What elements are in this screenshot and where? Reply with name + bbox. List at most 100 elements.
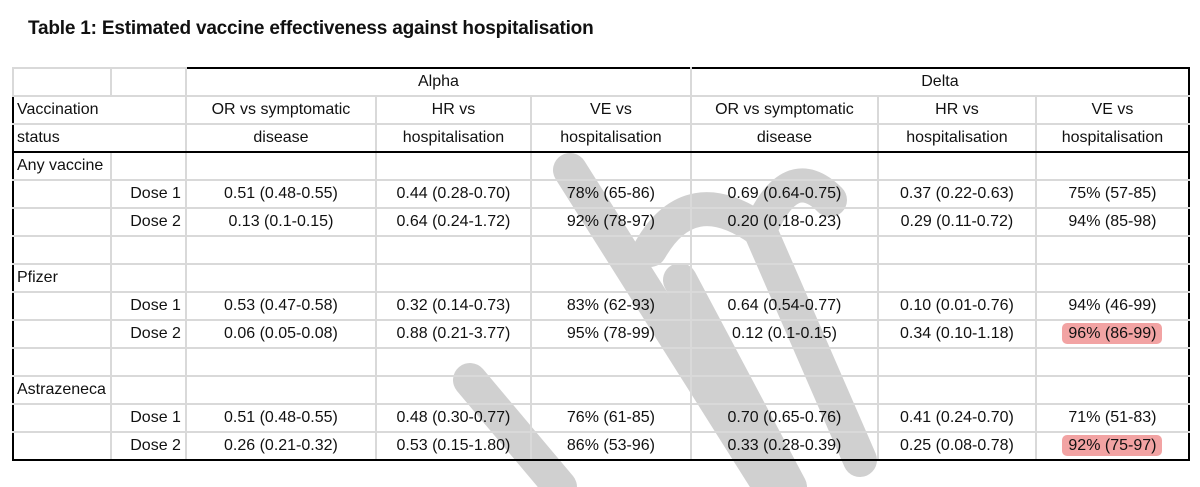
value-cell: 0.25 (0.08-0.78) (876, 431, 1037, 461)
dose-label: Dose 1 (109, 291, 187, 321)
column-header: hospitalisation (529, 123, 692, 153)
column-header: VE vs (1034, 95, 1190, 125)
value-cell: 0.51 (0.48-0.55) (184, 403, 377, 433)
empty-cell (876, 151, 1037, 181)
empty-cell (374, 235, 532, 265)
empty-cell (184, 263, 377, 293)
vaccination-status-header: status (12, 123, 187, 153)
value-cell: 0.34 (0.10-1.18) (876, 319, 1037, 349)
empty-cell (1034, 375, 1190, 405)
empty-cell (12, 347, 112, 377)
empty-cell (184, 347, 377, 377)
empty-cell (529, 375, 692, 405)
empty-cell (374, 263, 532, 293)
empty-cell (184, 151, 377, 181)
vaccine-name: Pfizer (12, 263, 112, 293)
empty-cell (184, 235, 377, 265)
variant-delta-header: Delta (689, 67, 1190, 97)
value-cell: 94% (46-99) (1034, 291, 1190, 321)
dose-label: Dose 1 (109, 179, 187, 209)
empty-cell (109, 235, 187, 265)
group-row: Any vaccine (12, 151, 1190, 181)
value-cell: 0.70 (0.65-0.76) (689, 403, 879, 433)
value-cell: 0.32 (0.14-0.73) (374, 291, 532, 321)
table-row: Dose 1 0.53 (0.47-0.58) 0.32 (0.14-0.73) 83… (12, 291, 1190, 321)
value-cell: 76% (61-85) (529, 403, 692, 433)
empty-cell (689, 151, 879, 181)
empty-cell (12, 403, 112, 433)
empty-cell (374, 151, 532, 181)
column-header: hospitalisation (876, 123, 1037, 153)
value-cell: 0.29 (0.11-0.72) (876, 207, 1037, 237)
empty-cell (529, 347, 692, 377)
empty-cell (109, 347, 187, 377)
table-row: Dose 2 0.06 (0.05-0.08) 0.88 (0.21-3.77) 95… (12, 319, 1190, 349)
column-header: hospitalisation (374, 123, 532, 153)
value-cell: 83% (62-93) (529, 291, 692, 321)
value-cell: 0.69 (0.64-0.75) (689, 179, 879, 209)
value-cell: 0.20 (0.18-0.23) (689, 207, 879, 237)
empty-cell (876, 375, 1037, 405)
empty-cell (876, 347, 1037, 377)
variant-alpha-header: Alpha (184, 67, 692, 97)
dose-label: Dose 2 (109, 207, 187, 237)
value-cell: 75% (57-85) (1034, 179, 1190, 209)
column-header: OR vs symptomatic (689, 95, 879, 125)
column-header-row: Vaccination OR vs symptomatic HR vs VE vs OR… (12, 95, 1190, 125)
value-cell: 0.64 (0.54-0.77) (689, 291, 879, 321)
column-header: disease (184, 123, 377, 153)
highlighted-value: 92% (75-97) (1062, 435, 1163, 456)
value-cell: 0.88 (0.21-3.77) (374, 319, 532, 349)
empty-cell (689, 375, 879, 405)
empty-cell (689, 263, 879, 293)
vaccine-name: Any vaccine (12, 151, 112, 181)
value-cell: 96% (86-99) (1034, 319, 1190, 349)
empty-cell (1034, 347, 1190, 377)
column-header: VE vs (529, 95, 692, 125)
value-cell: 78% (65-86) (529, 179, 692, 209)
value-cell: 94% (85-98) (1034, 207, 1190, 237)
column-header: disease (689, 123, 879, 153)
value-cell: 0.33 (0.28-0.39) (689, 431, 879, 461)
column-header: HR vs (374, 95, 532, 125)
value-cell: 0.51 (0.48-0.55) (184, 179, 377, 209)
value-cell: 95% (78-99) (529, 319, 692, 349)
vaccine-name: Astrazeneca (12, 375, 112, 405)
empty-cell (109, 375, 187, 405)
value-cell: 0.64 (0.24-1.72) (374, 207, 532, 237)
value-cell: 0.41 (0.24-0.70) (876, 403, 1037, 433)
empty-cell (12, 431, 112, 461)
highlighted-value: 96% (86-99) (1062, 323, 1163, 344)
dose-label: Dose 2 (109, 431, 187, 461)
empty-cell (12, 235, 112, 265)
empty-cell (109, 151, 187, 181)
empty-cell (12, 67, 112, 97)
empty-cell (12, 319, 112, 349)
spacer-row (12, 235, 1190, 265)
value-cell: 0.06 (0.05-0.08) (184, 319, 377, 349)
group-row: Astrazeneca (12, 375, 1190, 405)
empty-cell (876, 263, 1037, 293)
column-header: OR vs symptomatic (184, 95, 377, 125)
table-title: Table 1: Estimated vaccine effectiveness… (28, 18, 594, 39)
value-cell: 0.44 (0.28-0.70) (374, 179, 532, 209)
value-cell: 0.37 (0.22-0.63) (876, 179, 1037, 209)
column-header: HR vs (876, 95, 1037, 125)
variant-header-row: Alpha Delta (12, 67, 1190, 97)
vaccination-status-header: Vaccination (12, 95, 187, 125)
spacer-row (12, 347, 1190, 377)
empty-cell (12, 179, 112, 209)
empty-cell (1034, 235, 1190, 265)
value-cell: 92% (75-97) (1034, 431, 1190, 461)
column-header: hospitalisation (1034, 123, 1190, 153)
empty-cell (12, 291, 112, 321)
empty-cell (109, 67, 187, 97)
value-cell: 0.12 (0.1-0.15) (689, 319, 879, 349)
value-cell: 71% (51-83) (1034, 403, 1190, 433)
vaccine-effectiveness-table: Alpha Delta Vaccination OR vs symptomatic HR… (12, 67, 1190, 461)
empty-cell (1034, 151, 1190, 181)
empty-cell (109, 263, 187, 293)
value-cell: 0.26 (0.21-0.32) (184, 431, 377, 461)
value-cell: 0.53 (0.15-1.80) (374, 431, 532, 461)
dose-label: Dose 1 (109, 403, 187, 433)
